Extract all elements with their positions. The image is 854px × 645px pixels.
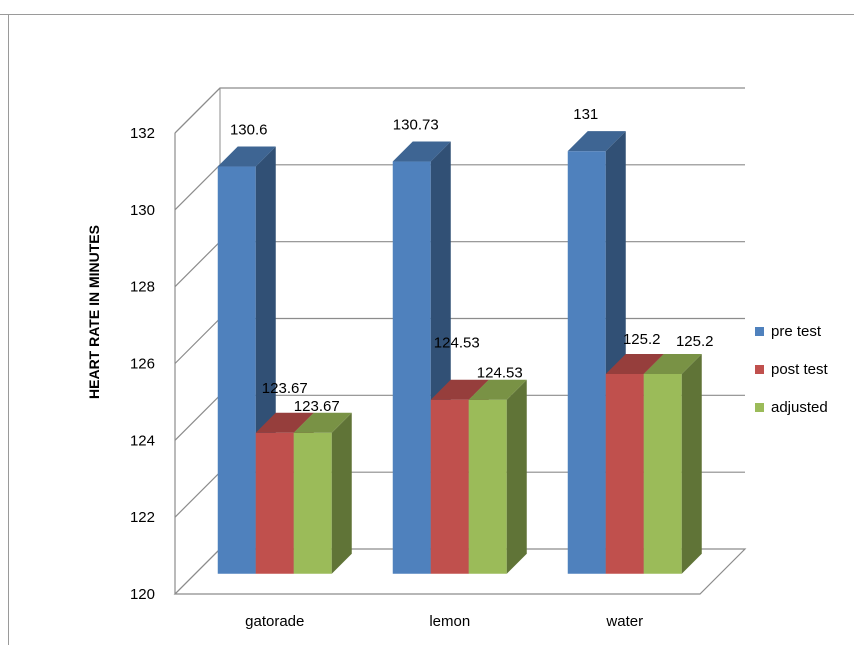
bar-top-water-post-test bbox=[605, 353, 664, 374]
bar-top-water-pre-test bbox=[567, 131, 626, 152]
bar-top-lemon-post-test bbox=[430, 379, 489, 400]
legend-item: pre test bbox=[755, 318, 828, 344]
bar-side-water-adjusted bbox=[681, 353, 702, 574]
legend-label: adjusted bbox=[771, 398, 828, 416]
y-tick-label: 124 bbox=[130, 432, 155, 449]
bar-water-adjusted bbox=[643, 373, 682, 574]
data-label: 125.2 bbox=[676, 333, 714, 350]
y-tick-label: 126 bbox=[130, 356, 155, 373]
bar-top-water-adjusted bbox=[643, 353, 702, 374]
bar-gatorade-adjusted bbox=[293, 432, 332, 574]
frame-left-border bbox=[8, 14, 9, 645]
bar-top-gatorade-pre-test bbox=[217, 146, 276, 167]
bar-lemon-pre-test bbox=[392, 161, 431, 574]
legend-item: adjusted bbox=[755, 394, 828, 420]
y-axis-label: HEART RATE IN MINUTES bbox=[86, 225, 102, 399]
y-tick-label: 122 bbox=[130, 509, 155, 526]
gridline bbox=[174, 87, 745, 134]
data-label: 123.67 bbox=[262, 380, 308, 397]
legend-swatch bbox=[755, 402, 764, 412]
chart-legend: pre test post test adjusted bbox=[755, 318, 828, 432]
data-label: 130.6 bbox=[230, 122, 268, 139]
legend-label: pre test bbox=[771, 322, 822, 340]
data-label: 124.53 bbox=[434, 335, 480, 352]
data-label: 125.2 bbox=[623, 331, 661, 348]
x-tick-label: lemon bbox=[429, 613, 470, 630]
bar-side-gatorade-adjusted bbox=[331, 412, 352, 574]
bar-top-gatorade-adjusted bbox=[293, 412, 352, 433]
x-tick-label: water bbox=[605, 613, 643, 630]
bar-lemon-post-test bbox=[430, 399, 469, 574]
legend-label: post test bbox=[771, 360, 828, 378]
bar-gatorade-post-test bbox=[255, 432, 294, 574]
bar-lemon-adjusted bbox=[468, 399, 507, 574]
bar-water-pre-test bbox=[567, 151, 606, 574]
legend-swatch bbox=[755, 364, 764, 374]
y-tick-label: 128 bbox=[130, 279, 155, 296]
frame-top-border bbox=[0, 14, 854, 15]
y-tick-label: 120 bbox=[130, 586, 155, 603]
data-label: 130.73 bbox=[393, 117, 439, 134]
data-label: 131 bbox=[573, 106, 598, 123]
data-label: 123.67 bbox=[294, 398, 340, 415]
bar-water-post-test bbox=[605, 373, 644, 574]
bar-gatorade-pre-test bbox=[217, 166, 256, 574]
chart-floor bbox=[173, 548, 747, 595]
legend-item: post test bbox=[755, 356, 828, 382]
data-label: 124.53 bbox=[477, 365, 523, 382]
y-tick-label: 132 bbox=[130, 125, 155, 142]
y-tick-label: 130 bbox=[130, 202, 155, 219]
bar-top-gatorade-post-test bbox=[255, 412, 314, 433]
bar-side-lemon-adjusted bbox=[506, 379, 527, 574]
bar-top-lemon-pre-test bbox=[392, 141, 451, 162]
x-tick-label: gatorade bbox=[245, 613, 304, 630]
legend-swatch bbox=[755, 326, 764, 336]
bar-top-lemon-adjusted bbox=[468, 379, 527, 400]
